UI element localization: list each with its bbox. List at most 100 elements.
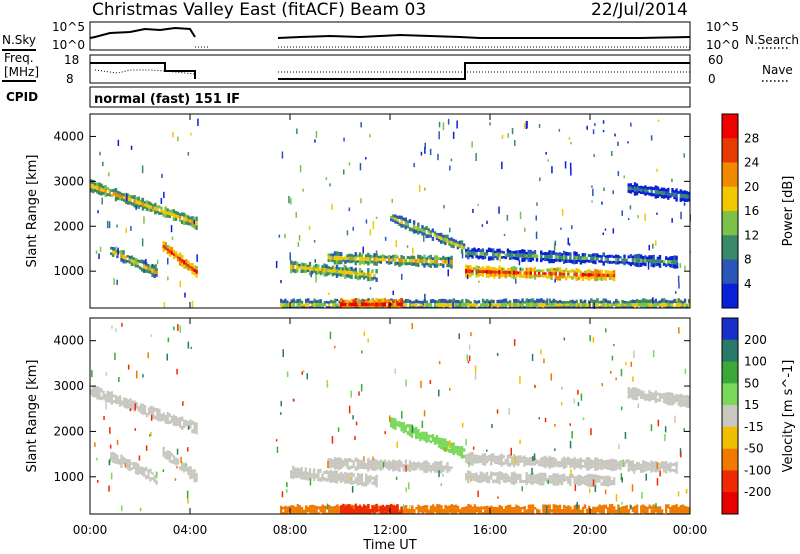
echo-cell <box>425 259 428 263</box>
echo-cell <box>527 253 530 258</box>
echo-cell <box>537 460 541 464</box>
noise-cell <box>620 368 623 377</box>
echo-cell <box>658 395 662 399</box>
echo-cell <box>435 435 439 440</box>
echo-cell <box>550 271 553 276</box>
echo-cell <box>100 388 103 393</box>
echo-cell <box>379 511 382 514</box>
echo-cell <box>411 306 414 308</box>
noise-cell <box>586 125 588 130</box>
noise-cell <box>592 479 595 487</box>
echo-cell <box>629 303 632 307</box>
echo-cell <box>94 185 97 189</box>
echo-cell <box>517 253 520 258</box>
echo-cell <box>375 261 378 266</box>
echo-cell <box>415 303 418 307</box>
echo-cell <box>481 273 485 277</box>
echo-cell <box>587 466 591 471</box>
echo-cell <box>423 306 426 308</box>
echo-cell <box>365 508 368 512</box>
echo-cell <box>592 273 595 277</box>
noise-cell <box>348 405 351 414</box>
echo-cell <box>164 214 167 218</box>
echo-cell <box>610 504 614 509</box>
echo-cell <box>556 252 560 256</box>
echo-cell <box>298 474 301 478</box>
echo-cell <box>627 394 630 399</box>
echo-cell <box>481 252 485 256</box>
echo-cell <box>642 504 645 509</box>
echo-cell <box>519 509 522 513</box>
echo-cell <box>469 303 472 306</box>
echo-cell <box>189 424 192 429</box>
echo-cell <box>143 206 147 209</box>
echo-cell <box>310 475 314 479</box>
echo-cell <box>319 477 322 482</box>
echo-cell <box>191 475 194 479</box>
echo-cell <box>300 512 304 514</box>
echo-cell <box>365 275 368 279</box>
echo-cell <box>423 263 426 268</box>
nsky-tick-top: 10^5 <box>52 20 85 34</box>
echo-cell <box>311 512 314 514</box>
echo-cell <box>669 469 672 473</box>
echo-cell <box>174 211 178 215</box>
echo-cell <box>132 263 136 267</box>
echo-cell <box>604 255 607 258</box>
echo-cell <box>390 261 393 265</box>
echo-cell <box>660 302 664 307</box>
echo-cell <box>116 190 120 194</box>
echo-cell <box>362 482 366 487</box>
echo-cell <box>510 456 514 460</box>
echo-cell <box>540 298 543 303</box>
cpid-mode-label: normal (fast) 151 IF <box>94 92 241 107</box>
echo-cell <box>446 441 449 445</box>
echo-cell <box>114 453 117 457</box>
echo-cell <box>658 463 662 466</box>
echo-cell <box>143 473 146 477</box>
colorbar-label: Velocity [m s^-1] <box>781 360 796 473</box>
echo-cell <box>373 476 376 480</box>
echo-cell <box>406 424 410 428</box>
echo-cell <box>527 257 530 262</box>
echo-cell <box>606 466 610 470</box>
echo-cell <box>110 400 114 405</box>
noise-cell <box>554 448 556 451</box>
echo-cell <box>408 428 412 433</box>
echo-cell <box>390 255 393 259</box>
echo-cell <box>494 255 497 259</box>
echo-cell <box>421 225 424 229</box>
echo-cell <box>448 505 451 509</box>
echo-cell <box>350 253 353 257</box>
echo-cell <box>473 454 476 458</box>
echo-cell <box>633 464 637 468</box>
noise-cell <box>535 231 538 239</box>
echo-cell <box>517 476 520 480</box>
noise-cell <box>109 444 112 449</box>
noise-cell <box>612 228 615 234</box>
echo-cell <box>335 273 339 278</box>
echo-cell <box>121 403 124 406</box>
echo-cell <box>156 208 159 211</box>
echo-cell <box>444 512 447 514</box>
echo-cell <box>338 509 341 513</box>
echo-cell <box>517 271 520 274</box>
echo-cell <box>525 462 528 466</box>
echo-cell <box>487 247 491 252</box>
echo-cell <box>110 452 113 455</box>
echo-cell <box>502 256 505 259</box>
echo-cell <box>627 387 630 391</box>
echo-cell <box>354 480 357 484</box>
echo-cell <box>145 207 149 211</box>
echo-cell <box>176 417 180 421</box>
x-tick-label: 00:00 <box>73 523 108 537</box>
echo-cell <box>100 183 103 188</box>
noise-cell <box>369 134 371 138</box>
echo-cell <box>562 272 566 276</box>
echo-cell <box>515 504 518 509</box>
echo-cell <box>392 467 395 472</box>
echo-cell <box>610 462 614 467</box>
echo-cell <box>656 506 660 510</box>
echo-cell <box>598 459 601 463</box>
echo-cell <box>467 303 470 307</box>
